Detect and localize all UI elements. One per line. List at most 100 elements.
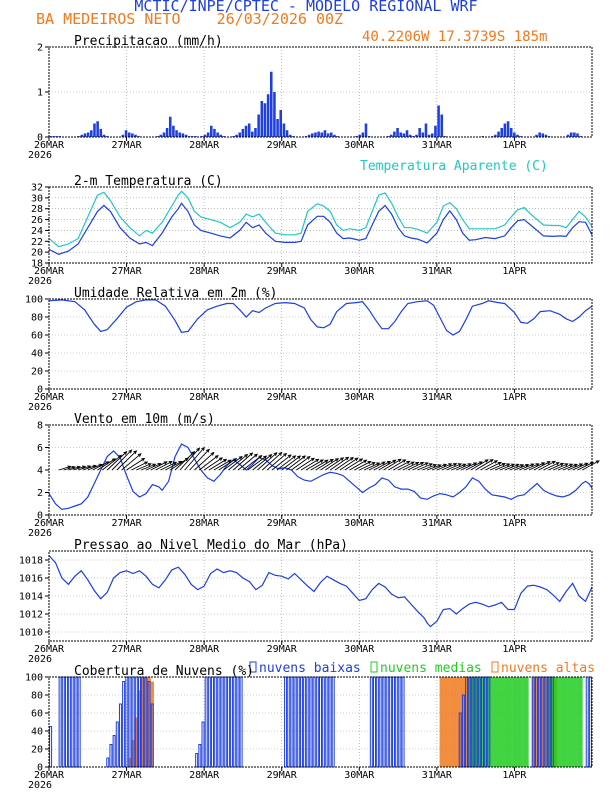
y-tick-label: 0	[37, 385, 43, 396]
cloud-bar-baixas	[385, 676, 389, 768]
cloud-bar-altas	[144, 677, 148, 767]
wind-vector-head	[128, 449, 133, 454]
cloud-bar-baixas	[207, 676, 211, 768]
chart-title: MCTIC/INPE/CPTEC - MODELO REGIONAL WRF	[134, 0, 478, 15]
wind-vector	[557, 463, 573, 471]
wind-vector-head	[484, 459, 489, 463]
legend-label-medias: nuvens medias	[380, 661, 482, 676]
wind-vector	[150, 461, 168, 471]
wind-vector	[523, 463, 539, 471]
precip-bar	[96, 121, 99, 137]
cloud-bar-baixas	[306, 676, 310, 768]
cloud-bar-baixas	[233, 676, 237, 768]
cloud-bar-altas	[134, 717, 139, 767]
x-tick-label: 26MAR	[34, 140, 65, 151]
y-tick-label: 22	[31, 237, 43, 248]
cloud-bar-altas	[147, 677, 151, 767]
wind-vector	[339, 457, 359, 471]
wind-vector-head	[258, 455, 263, 459]
precip-bar	[434, 125, 437, 137]
precip-bar	[127, 132, 131, 137]
precip-bar	[430, 133, 434, 137]
cloud-bar-baixas	[376, 676, 380, 768]
cloud-bar-baixas	[388, 676, 392, 768]
x-tick-label: 1APR	[502, 266, 527, 277]
wind-vector	[58, 466, 71, 471]
wind-vector	[286, 455, 306, 471]
wind-vector	[334, 457, 354, 471]
precip-bar	[257, 114, 260, 137]
precip-bar	[323, 130, 327, 137]
wind-vector-head	[573, 463, 578, 468]
y-tick-label: 40	[31, 349, 43, 360]
precip-bar	[156, 136, 159, 137]
wind-vector	[519, 463, 534, 471]
wind-vector	[140, 463, 156, 471]
wind-vector	[499, 463, 515, 471]
wind-vector-head	[589, 461, 595, 466]
wind-vector-head	[283, 452, 288, 457]
wind-vector	[368, 461, 386, 471]
cloud-bar-baixas	[401, 676, 405, 768]
wind-vector	[582, 460, 600, 471]
cloud-bar-medias	[474, 677, 478, 767]
x-year-label: 2026	[28, 150, 52, 161]
y-tick-label: 2	[37, 488, 43, 499]
plot-frame	[48, 186, 593, 264]
wind-vector	[577, 461, 594, 471]
precip-bar	[386, 136, 390, 137]
cloud-bar-medias	[563, 677, 567, 767]
wind-vector	[228, 454, 248, 471]
panel-title: Vento em 10m (m/s)	[74, 412, 215, 427]
cloud-bar-baixas	[226, 676, 230, 768]
precip-bar	[500, 128, 504, 137]
wind-vector	[97, 458, 116, 471]
wind-vector-head	[141, 457, 146, 462]
x-tick-label: 31MAR	[422, 644, 453, 655]
x-tick-label: 31MAR	[422, 140, 453, 151]
x-tick-label: 1APR	[502, 140, 527, 151]
wind-vector	[509, 464, 524, 471]
wind-vector-head	[287, 454, 292, 459]
cloud-bar-baixas	[74, 676, 78, 768]
precip-bar	[131, 133, 134, 137]
cloud-bar-medias	[487, 677, 491, 767]
wind-vector	[237, 453, 258, 471]
cloud-bar-baixas	[223, 676, 227, 768]
precip-bar	[408, 134, 412, 137]
x-tick-label: 29MAR	[267, 770, 298, 781]
cloud-bar-baixas	[284, 676, 288, 768]
cloud-bar-medias	[509, 677, 513, 767]
wind-vector-head	[363, 459, 368, 464]
wind-vector-head	[315, 458, 320, 463]
precip-bar	[415, 134, 418, 137]
y-tick-label: 80	[31, 313, 43, 324]
cloud-bar-baixas	[287, 676, 291, 768]
x-tick-label: 27MAR	[112, 518, 143, 529]
precip-bar	[329, 132, 333, 137]
precip-bar	[222, 136, 226, 137]
precip-bar	[424, 123, 428, 137]
x-tick-label: 28MAR	[189, 518, 220, 529]
wind-vector-head	[376, 462, 381, 466]
cloud-bar-medias	[576, 677, 580, 767]
cloud-bar-baixas	[325, 676, 329, 768]
wind-vector-head	[546, 461, 551, 465]
x-tick-label: 26MAR	[34, 518, 65, 529]
x-tick-label: 28MAR	[189, 644, 220, 655]
cloud-bar-baixas	[109, 744, 113, 768]
wind-vector	[155, 461, 173, 471]
cloud-bar-medias	[471, 677, 475, 767]
wind-vector-head	[173, 461, 178, 466]
wind-vector-head	[345, 456, 350, 461]
wind-vector	[315, 459, 334, 471]
wind-vector-head	[268, 453, 273, 458]
wind-vector	[116, 450, 137, 471]
cloud-bar-baixas	[395, 676, 399, 768]
x-year-label: 2026	[28, 780, 52, 791]
cloud-bar-altas	[541, 677, 545, 767]
wind-vector-head	[324, 459, 329, 464]
wind-vector	[417, 463, 433, 471]
cloud-bar-baixas	[118, 703, 122, 768]
wind-vector	[480, 460, 498, 471]
